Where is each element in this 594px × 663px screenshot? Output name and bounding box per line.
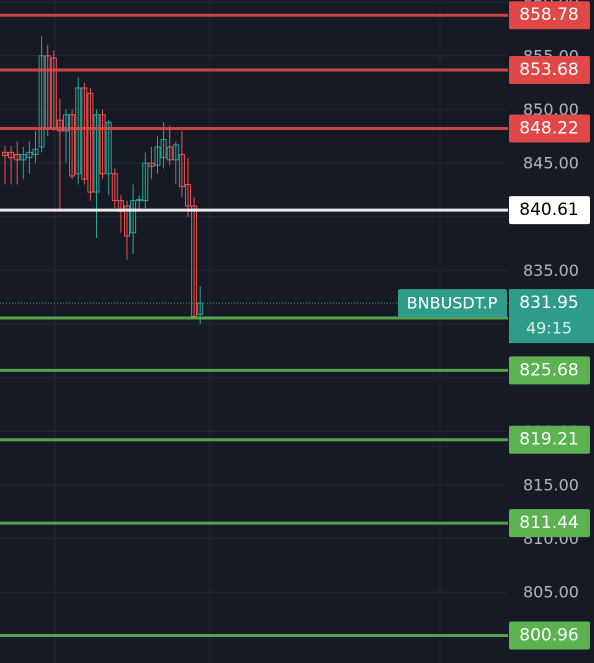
level-label-box (509, 509, 590, 538)
level-label: 853.68 (519, 60, 578, 80)
level-label: 848.22 (519, 119, 578, 139)
candle-body (136, 199, 143, 202)
candle-body (38, 55, 45, 148)
candle-body (148, 162, 155, 167)
candle-body (160, 138, 167, 159)
level-label: 800.96 (519, 626, 578, 646)
candle-body (154, 146, 161, 166)
ticker-name-box (398, 289, 507, 318)
candle-body (32, 148, 39, 155)
level-label-box (509, 114, 590, 143)
y-tick-label: 815.00 (523, 475, 579, 494)
y-tick-label: 850.00 (523, 100, 579, 119)
candle-body (197, 302, 204, 315)
candle-body (111, 173, 118, 202)
candle-body (166, 146, 173, 161)
y-tick-label: 805.00 (523, 583, 579, 602)
level-label: 825.68 (519, 360, 578, 380)
level-label: 811.44 (519, 513, 578, 533)
candle-body (93, 114, 100, 193)
candle-body (99, 114, 106, 175)
candle-body (81, 87, 88, 180)
ticker-countdown: 49:15 (526, 319, 572, 338)
ticker-price: 831.95 (519, 293, 578, 313)
candle-body (130, 200, 137, 234)
ticker-price-box (509, 289, 594, 344)
candle-body (87, 92, 94, 193)
level-label-box (509, 621, 590, 650)
candle-body (185, 184, 191, 207)
candle-body (75, 87, 82, 175)
candle-body (63, 114, 69, 132)
level-label-box (509, 356, 590, 385)
candle-body (2, 151, 8, 157)
candle-body (178, 153, 185, 188)
level-label-box (509, 425, 590, 454)
candle-body (26, 151, 33, 159)
level-label: 858.78 (519, 5, 578, 25)
candle-body (69, 114, 76, 177)
candle-body (142, 162, 149, 202)
level-label: 840.61 (519, 200, 578, 220)
candle-body (56, 119, 63, 132)
y-tick-label: 845.00 (523, 154, 579, 173)
level-label-box (509, 1, 590, 30)
ticker-name: BNBUSDT.P (407, 294, 498, 313)
candle-body (172, 144, 179, 161)
candle-body (14, 153, 21, 161)
candle-body (20, 153, 27, 161)
candle-body (191, 205, 198, 317)
level-label-box (509, 55, 590, 84)
level-label-box (509, 196, 590, 225)
candle-body (124, 205, 130, 237)
level-label: 819.21 (519, 430, 578, 450)
y-tick-label: 835.00 (523, 261, 579, 280)
candle-body (105, 121, 112, 175)
candle-body (8, 151, 15, 159)
